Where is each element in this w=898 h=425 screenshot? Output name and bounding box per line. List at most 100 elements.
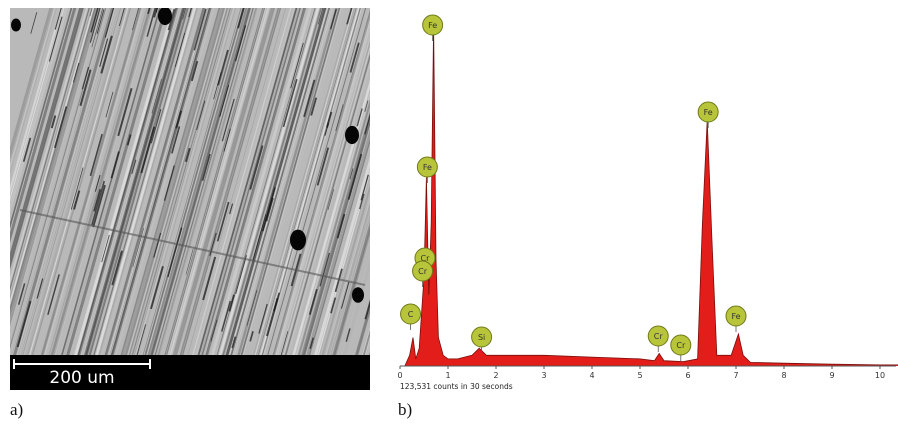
sem-streak [248, 8, 357, 390]
sem-scratch [150, 266, 164, 310]
sem-streak [83, 8, 193, 390]
sem-streak [10, 8, 115, 380]
peak-label: Fe [423, 163, 432, 172]
sem-streak [10, 8, 82, 263]
sem-pit [352, 287, 364, 303]
sem-streak [345, 301, 370, 390]
sem-scratch [72, 62, 80, 83]
sem-scratch [70, 167, 84, 210]
sem-scratch [91, 8, 104, 48]
sem-pit [11, 18, 21, 32]
sem-streak [127, 8, 237, 390]
sem-streak [273, 49, 370, 390]
sem-pit [158, 8, 172, 26]
sem-scratch [356, 108, 363, 127]
sem-scratch [93, 189, 102, 212]
sem-streak [190, 8, 300, 390]
sem-scratch [335, 104, 344, 131]
spectrum-outline [400, 24, 898, 367]
sem-scratch [231, 336, 237, 349]
sem-scratch [364, 113, 370, 135]
sem-streak [94, 8, 206, 390]
sem-streak [232, 8, 342, 390]
sem-streak [10, 8, 88, 284]
sem-streak [67, 8, 177, 390]
sem-scratch [202, 256, 217, 301]
sem-scratch [340, 281, 350, 309]
sem-scratch [219, 84, 230, 117]
sem-scratch [223, 128, 231, 152]
sem-scratch [216, 201, 230, 242]
sem-streak [78, 8, 189, 390]
sem-scratch [326, 111, 333, 128]
sem-streak [10, 8, 90, 292]
sem-streak [99, 8, 208, 390]
sem-scratch [290, 42, 304, 89]
sem-scratch [303, 79, 316, 118]
sem-streak [185, 8, 296, 390]
sem-streak [137, 8, 247, 390]
sem-streak [361, 359, 370, 390]
sem-scratch [201, 153, 211, 181]
sem-scratch [48, 16, 63, 62]
sem-scratch [175, 110, 183, 129]
peak-label-marker [416, 156, 438, 178]
sem-streak [206, 8, 316, 390]
sem-streak [132, 8, 242, 390]
sem-scratch [336, 213, 346, 239]
sem-streak [10, 8, 100, 327]
sem-streak [187, 8, 298, 390]
sem-scratch [132, 228, 144, 268]
sem-streak [64, 8, 174, 390]
sem-scratch [235, 255, 248, 295]
sem-streak [122, 8, 231, 390]
sem-streak [216, 8, 326, 390]
sem-streak [111, 8, 223, 390]
sem-streak [20, 8, 130, 390]
sem-streak [400, 5, 510, 395]
sem-scratch [327, 189, 335, 210]
sem-scratch [364, 100, 369, 112]
sem-scratch [131, 159, 137, 174]
sem-scratch [189, 8, 191, 9]
sem-scratch [54, 8, 62, 30]
sem-scratch [132, 8, 139, 31]
sem-streak [75, 8, 186, 390]
sem-scratch [47, 274, 60, 316]
sem-streak [220, 8, 332, 390]
sem-scratch [147, 8, 151, 15]
sem-streak [148, 8, 259, 390]
sem-scratch [79, 69, 92, 107]
x-tick-label: 8 [781, 371, 786, 380]
sem-streak [154, 8, 264, 390]
sem-streak [169, 8, 280, 390]
sem-streak [230, 8, 342, 390]
sem-scratch [261, 187, 276, 232]
sem-scratch [153, 232, 162, 258]
x-tick-label: 0 [397, 371, 402, 380]
sem-streak [201, 8, 312, 390]
sem-streak [33, 8, 145, 390]
sem-streak [125, 8, 235, 390]
sem-streak [266, 22, 370, 390]
sem-scratch [334, 268, 343, 293]
sem-scratch [90, 8, 99, 33]
sem-streak [138, 8, 250, 390]
sem-scratch [89, 133, 103, 177]
sem-scratch [310, 97, 318, 116]
sem-streak [400, 5, 510, 395]
sem-scratch [188, 8, 192, 18]
sem-streak [66, 8, 176, 390]
sem-streak [92, 8, 201, 390]
sem-scratch [330, 297, 337, 314]
sem-scratch [210, 319, 218, 342]
sem-streak [85, 8, 197, 390]
sem-scratch [73, 190, 81, 210]
sem-streak [304, 156, 370, 390]
sem-streak [183, 8, 293, 390]
sem-scratch [171, 126, 181, 154]
sem-streak [10, 8, 68, 213]
sem-scratch [196, 100, 206, 131]
sem-streak [270, 36, 370, 390]
